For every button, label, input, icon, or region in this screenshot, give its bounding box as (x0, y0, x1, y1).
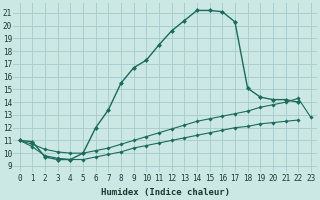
X-axis label: Humidex (Indice chaleur): Humidex (Indice chaleur) (101, 188, 230, 197)
